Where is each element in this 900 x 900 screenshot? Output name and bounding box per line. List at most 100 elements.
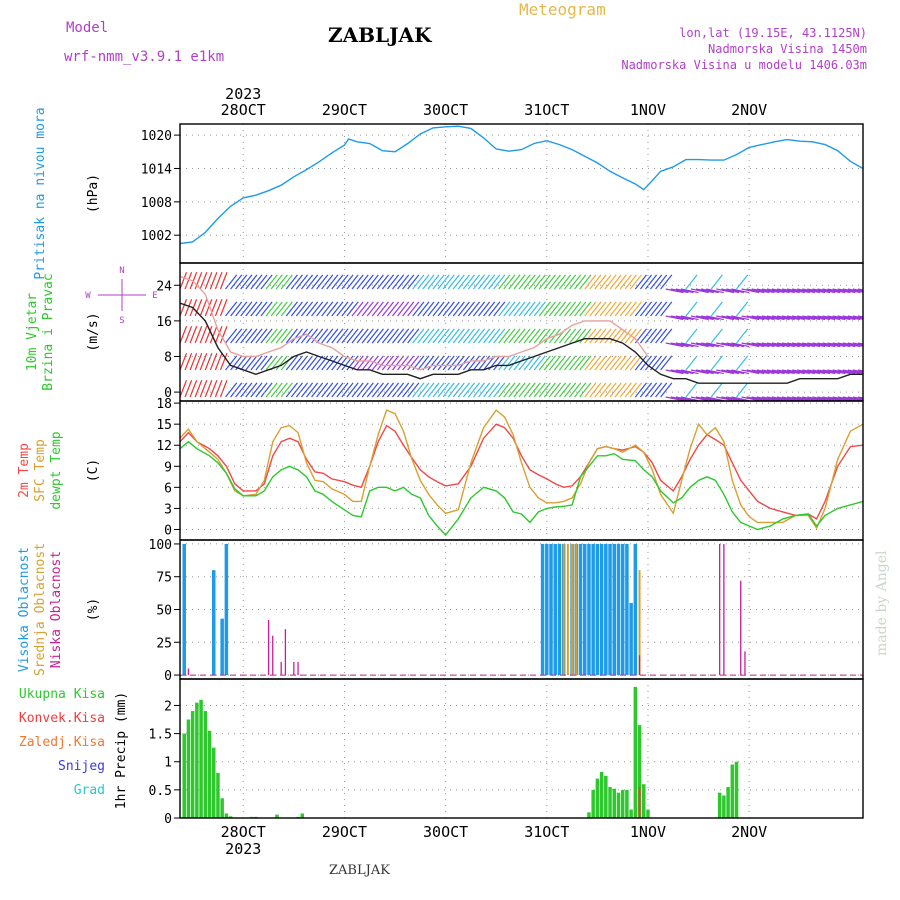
wind-barb bbox=[376, 274, 389, 290]
wind-barb bbox=[533, 301, 546, 317]
wind-barb bbox=[417, 355, 430, 371]
wind-barb bbox=[842, 288, 861, 294]
wind-barb bbox=[366, 301, 379, 317]
wind-barb bbox=[270, 382, 283, 398]
wind-barb bbox=[736, 355, 749, 371]
wind-barb bbox=[812, 288, 831, 294]
wind-barb bbox=[852, 288, 863, 292]
wind-barb bbox=[260, 382, 273, 398]
precip-bar-ukupna-kisa bbox=[203, 711, 208, 818]
wind-barb bbox=[265, 355, 278, 371]
wind-barb bbox=[629, 274, 642, 290]
wind-barb bbox=[695, 315, 714, 321]
wind-barb bbox=[832, 396, 851, 401]
wind-barb bbox=[386, 328, 400, 344]
wind-barb bbox=[852, 342, 863, 346]
cloud-unit-label: (%) bbox=[86, 598, 101, 621]
compass-n: N bbox=[119, 266, 124, 276]
wind-barb bbox=[493, 382, 506, 398]
wind-barb bbox=[802, 369, 821, 375]
wind-barb bbox=[842, 369, 861, 375]
cloud-bar-high bbox=[616, 543, 621, 676]
wind-barb bbox=[427, 274, 440, 290]
wind-barb bbox=[852, 396, 863, 400]
wind-ylabel: 10m Vjetar bbox=[25, 293, 40, 371]
precip-bar-ukupna-kisa bbox=[637, 725, 642, 818]
wind-barb bbox=[204, 326, 213, 344]
wind-barb bbox=[503, 301, 516, 317]
wind-barb bbox=[716, 288, 735, 294]
wind-barb bbox=[250, 274, 263, 290]
wind-barb bbox=[311, 328, 324, 344]
cloud-ylabel: Niska Oblacnost bbox=[49, 551, 64, 668]
wind-barb bbox=[199, 299, 208, 317]
wind-barb bbox=[199, 353, 208, 371]
wind-barb bbox=[361, 328, 374, 344]
wind-barb bbox=[452, 328, 465, 344]
wind-barb bbox=[381, 301, 395, 317]
wind-barb bbox=[751, 288, 770, 294]
wind-barb bbox=[498, 274, 511, 290]
wind-barb bbox=[624, 355, 637, 371]
compass-e: E bbox=[152, 291, 157, 301]
wind-barb bbox=[311, 382, 324, 398]
precip-bar-ukupna-kisa bbox=[629, 809, 633, 818]
cloud-bar-high bbox=[220, 618, 224, 676]
wind-barb bbox=[472, 301, 486, 317]
wind-barb bbox=[316, 274, 329, 290]
wind-barb bbox=[579, 274, 592, 290]
wind-barb bbox=[235, 382, 248, 398]
wind-barb bbox=[417, 274, 430, 290]
wind-barb bbox=[837, 315, 856, 321]
temp-panel bbox=[174, 400, 864, 541]
wind-barb bbox=[736, 274, 749, 290]
wind-barb bbox=[457, 301, 470, 317]
wind-barb bbox=[523, 328, 536, 344]
wind-barb bbox=[756, 369, 775, 375]
wind-barb bbox=[619, 328, 632, 344]
wind-barb bbox=[180, 272, 188, 290]
wind-barb bbox=[731, 369, 750, 375]
wind-barb bbox=[634, 382, 647, 398]
temp-series-2m-temp bbox=[180, 423, 863, 520]
wind-barb bbox=[518, 274, 531, 290]
wind-barb bbox=[457, 328, 470, 344]
day-label-bottom: 31OCT bbox=[524, 823, 569, 841]
wind-barb bbox=[680, 369, 699, 375]
wind-barb bbox=[614, 301, 627, 317]
wind-barb bbox=[533, 274, 546, 290]
wind-barb bbox=[361, 382, 374, 398]
wind-barb bbox=[209, 380, 218, 398]
day-label-top: 29OCT bbox=[322, 101, 367, 119]
wind-barb bbox=[194, 299, 203, 317]
precip-bar-ukupna-kisa bbox=[211, 747, 216, 818]
wind-barb bbox=[579, 355, 592, 371]
wind-barbs bbox=[180, 272, 863, 401]
cloud-bar-low bbox=[638, 655, 641, 676]
wind-barb bbox=[614, 382, 627, 398]
wind-barb bbox=[422, 382, 435, 398]
wind-barb bbox=[331, 328, 344, 344]
model-elevation-label: Nadmorska Visina u modelu 1406.03m bbox=[621, 58, 867, 72]
wind-barb bbox=[225, 274, 238, 290]
wind-barb bbox=[771, 342, 790, 348]
wind-barb bbox=[680, 342, 699, 348]
wind-barb bbox=[467, 355, 481, 371]
wind-barb bbox=[817, 315, 836, 321]
wind-barb bbox=[792, 288, 810, 294]
day-label-bottom: 29OCT bbox=[322, 823, 367, 841]
precip-unit-label: 1hr Precip (mm) bbox=[114, 692, 129, 809]
wind-barb bbox=[660, 328, 673, 344]
wind-barb bbox=[792, 369, 810, 375]
wind-barb bbox=[275, 355, 288, 371]
cloud-bar-high bbox=[182, 543, 186, 676]
wind-barb bbox=[644, 328, 658, 344]
wind-barb bbox=[381, 328, 395, 344]
wind-barb bbox=[629, 355, 642, 371]
wind-barb bbox=[513, 274, 526, 290]
wind-barb bbox=[609, 274, 622, 290]
station-title: ZABLJAK bbox=[328, 23, 432, 47]
cloud-bar-mid bbox=[638, 570, 641, 676]
wind-barb bbox=[802, 342, 821, 348]
wind-barb bbox=[331, 274, 344, 290]
